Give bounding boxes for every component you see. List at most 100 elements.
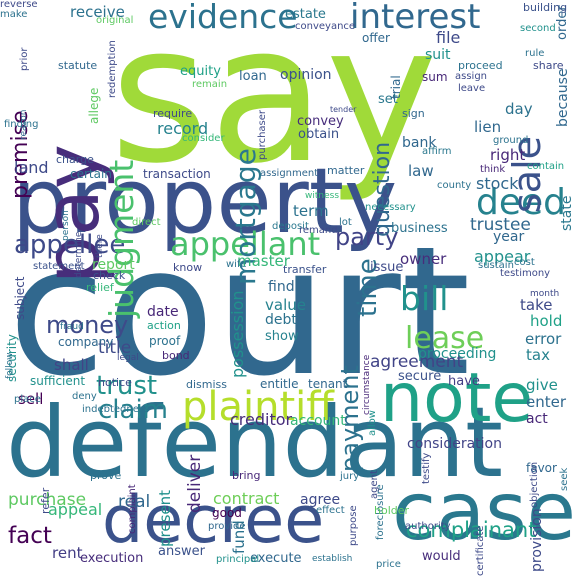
word: sign xyxy=(402,107,425,120)
word: agree xyxy=(300,492,341,508)
word: check xyxy=(93,269,126,282)
word: determine xyxy=(74,231,84,278)
word: land xyxy=(14,158,49,177)
word: tax xyxy=(526,346,550,364)
word: date xyxy=(147,304,179,320)
word: offer xyxy=(362,31,390,45)
word: necessary xyxy=(365,202,416,213)
word: notice xyxy=(98,376,132,389)
word: purpose xyxy=(348,505,359,546)
word: plaintiff xyxy=(182,384,334,430)
word: set xyxy=(378,92,398,107)
word: obtain xyxy=(298,127,340,142)
word: real xyxy=(118,492,151,512)
word: court xyxy=(8,208,471,415)
word: receive xyxy=(70,3,125,21)
word: there xyxy=(95,234,105,258)
word: say xyxy=(110,0,438,205)
word: appeal xyxy=(48,500,103,519)
word: legal xyxy=(117,353,139,363)
word: have xyxy=(448,374,480,389)
word: evidence xyxy=(148,0,298,36)
word: certificate xyxy=(475,525,486,576)
word: favor xyxy=(526,461,557,475)
word: opinion xyxy=(280,67,332,83)
word: principal xyxy=(216,554,260,565)
word: rent xyxy=(52,544,83,562)
word: convey xyxy=(297,114,344,129)
word: prior xyxy=(19,47,30,71)
word: original xyxy=(96,15,134,26)
word: hold xyxy=(530,312,563,330)
word: statement xyxy=(33,261,85,272)
word: suit xyxy=(425,47,451,63)
word: effect xyxy=(316,505,345,516)
word: seek xyxy=(559,467,570,491)
word: money xyxy=(46,311,129,339)
word: remand xyxy=(299,225,338,236)
word: reverse xyxy=(0,0,38,10)
word: provide xyxy=(208,521,246,532)
word: company xyxy=(58,335,114,349)
word: answer xyxy=(158,544,205,559)
word: would xyxy=(422,549,461,564)
word: claim xyxy=(98,395,169,425)
word: issue xyxy=(370,260,404,275)
word: assignment xyxy=(260,168,319,179)
word: affirm xyxy=(422,146,452,157)
word: circumstance xyxy=(362,354,372,415)
word: share xyxy=(533,59,564,72)
word: party xyxy=(335,223,399,251)
word: second xyxy=(520,23,556,34)
word: contract xyxy=(213,489,280,508)
word: secure xyxy=(398,369,442,384)
word: building xyxy=(523,1,568,14)
word: possession xyxy=(228,290,247,378)
word: contain xyxy=(527,161,565,172)
word: make xyxy=(0,9,28,20)
word: rule xyxy=(525,48,545,59)
word: holder xyxy=(374,504,410,517)
word: ground xyxy=(493,135,529,146)
word: give xyxy=(526,376,558,394)
word: value xyxy=(265,296,306,314)
word: tender xyxy=(330,105,357,114)
word: fact xyxy=(8,523,52,549)
word: shall xyxy=(54,356,89,374)
word: day xyxy=(505,100,533,118)
word: present xyxy=(156,489,174,547)
word: direct xyxy=(132,217,161,228)
word: conveyance xyxy=(295,21,356,32)
word: action xyxy=(147,319,181,332)
word: bond xyxy=(162,349,190,362)
word: authority xyxy=(405,521,451,532)
word: complaint xyxy=(127,484,138,534)
word: allow xyxy=(367,410,378,436)
word: judgment xyxy=(102,159,141,318)
word: assign xyxy=(455,71,488,82)
word: proceeding xyxy=(418,346,497,362)
word: prove xyxy=(90,469,122,482)
word: charge xyxy=(56,153,94,166)
word: cost xyxy=(514,257,535,268)
word: report xyxy=(92,257,135,273)
word: good xyxy=(212,506,242,520)
word: finding xyxy=(4,119,39,130)
word: because xyxy=(555,68,571,127)
word: matter xyxy=(327,164,365,177)
word: law xyxy=(408,162,434,180)
word: purchase xyxy=(8,490,87,510)
word: take xyxy=(520,296,553,314)
word: trustee xyxy=(470,215,531,235)
word: note xyxy=(380,359,534,438)
word: provision xyxy=(529,508,545,572)
word: file xyxy=(436,28,461,47)
word: sufficient xyxy=(30,374,86,388)
word: person xyxy=(61,210,71,241)
word: appellant xyxy=(170,225,321,263)
word: trust xyxy=(96,371,158,401)
word: allege xyxy=(87,87,101,124)
word: consideration xyxy=(407,436,502,452)
word: establish xyxy=(312,554,353,564)
word: county xyxy=(437,180,472,191)
